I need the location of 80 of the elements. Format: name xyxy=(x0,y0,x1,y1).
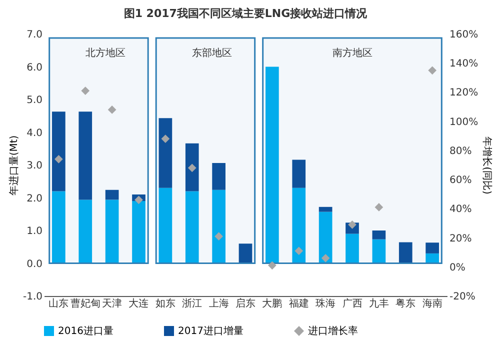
point xyxy=(428,66,437,75)
y-tick-label: 2.0 xyxy=(26,193,42,204)
bar xyxy=(132,201,146,264)
y2-tick-label: 40% xyxy=(450,204,472,216)
x-tick-label: 大连 xyxy=(128,298,149,310)
x-tick-label: 山东 xyxy=(48,298,69,310)
point xyxy=(81,86,90,95)
x-tick-label: 天津 xyxy=(102,298,122,310)
y2-tick-label: 60% xyxy=(450,175,472,186)
bar xyxy=(212,190,226,264)
bar xyxy=(398,242,412,264)
x-tick-label: 珠海 xyxy=(316,298,336,310)
y2-tick-label: 140% xyxy=(450,58,478,70)
y-tick-label: 7.0 xyxy=(26,30,42,40)
x-tick-label: 广西 xyxy=(342,298,362,310)
y-tick-label: 6.0 xyxy=(26,62,42,74)
x-tick-label: 大鹏 xyxy=(262,298,282,310)
y-tick-label: 4.0 xyxy=(26,128,42,139)
x-tick-label: 福建 xyxy=(288,298,309,310)
x-tick-label: 上海 xyxy=(208,298,229,310)
bar xyxy=(292,160,306,188)
legend-label: 2016进口量 xyxy=(58,325,114,337)
bar xyxy=(372,230,386,240)
point xyxy=(268,261,276,270)
bar xyxy=(52,191,66,264)
y-tick-label: 5.0 xyxy=(26,95,42,106)
point xyxy=(54,154,63,164)
bar xyxy=(78,200,92,264)
y-axis-title: 年进口量(Mt) xyxy=(8,135,20,196)
point xyxy=(161,134,170,143)
bar xyxy=(185,191,199,264)
x-tick-label: 浙江 xyxy=(182,298,202,310)
point xyxy=(214,232,223,241)
point xyxy=(321,254,330,262)
y2-tick-label: 20% xyxy=(450,233,472,244)
point xyxy=(294,246,304,256)
bar xyxy=(372,239,386,264)
chart-title: 图1 2017我国不同区域主要LNG接收站进口情况 xyxy=(124,7,368,20)
band-label: 北方地区 xyxy=(85,47,126,59)
legend-label: 进口增长率 xyxy=(308,325,358,337)
point xyxy=(188,164,196,172)
band-label: 南方地区 xyxy=(332,47,372,59)
bar xyxy=(426,253,439,264)
y-tick-label: 0.0 xyxy=(26,258,42,270)
y2-tick-label: 100% xyxy=(450,116,478,128)
y2-axis-title: 年增长(同比) xyxy=(481,136,494,194)
y2-tick-label: 0% xyxy=(450,262,466,274)
y2-tick-label: 80% xyxy=(450,146,472,157)
bar xyxy=(105,200,119,264)
x-tick-label: 如东 xyxy=(155,298,176,310)
y2-tick-label: -20% xyxy=(450,292,476,302)
x-tick-label: 曹妃甸 xyxy=(70,298,100,310)
bar xyxy=(266,66,279,264)
y-tick-label: 1.0 xyxy=(26,226,42,237)
y2-tick-label: 160% xyxy=(450,30,478,40)
bar xyxy=(158,188,172,264)
y2-tick-label: 120% xyxy=(450,88,478,99)
bar xyxy=(185,143,199,192)
x-tick-label: 九丰 xyxy=(368,298,389,310)
bar xyxy=(238,244,252,264)
bar xyxy=(78,112,92,200)
y-tick-label: -1.0 xyxy=(22,292,42,302)
bar xyxy=(212,163,226,190)
legend-label: 2017进口增量 xyxy=(178,325,244,337)
bar xyxy=(292,188,306,264)
band-label: 东部地区 xyxy=(192,47,232,59)
bar xyxy=(426,242,439,254)
x-tick-label: 启东 xyxy=(236,298,256,310)
point xyxy=(108,106,116,114)
bar xyxy=(318,212,332,264)
bar xyxy=(52,112,66,192)
x-tick-label: 粤东 xyxy=(396,298,416,310)
y-tick-label: 3.0 xyxy=(26,160,42,172)
bar xyxy=(105,190,119,200)
point xyxy=(374,203,384,212)
bar xyxy=(158,118,172,188)
bar xyxy=(318,206,332,212)
point xyxy=(134,196,143,204)
x-tick-label: 海南 xyxy=(422,298,442,310)
bar xyxy=(346,234,359,264)
